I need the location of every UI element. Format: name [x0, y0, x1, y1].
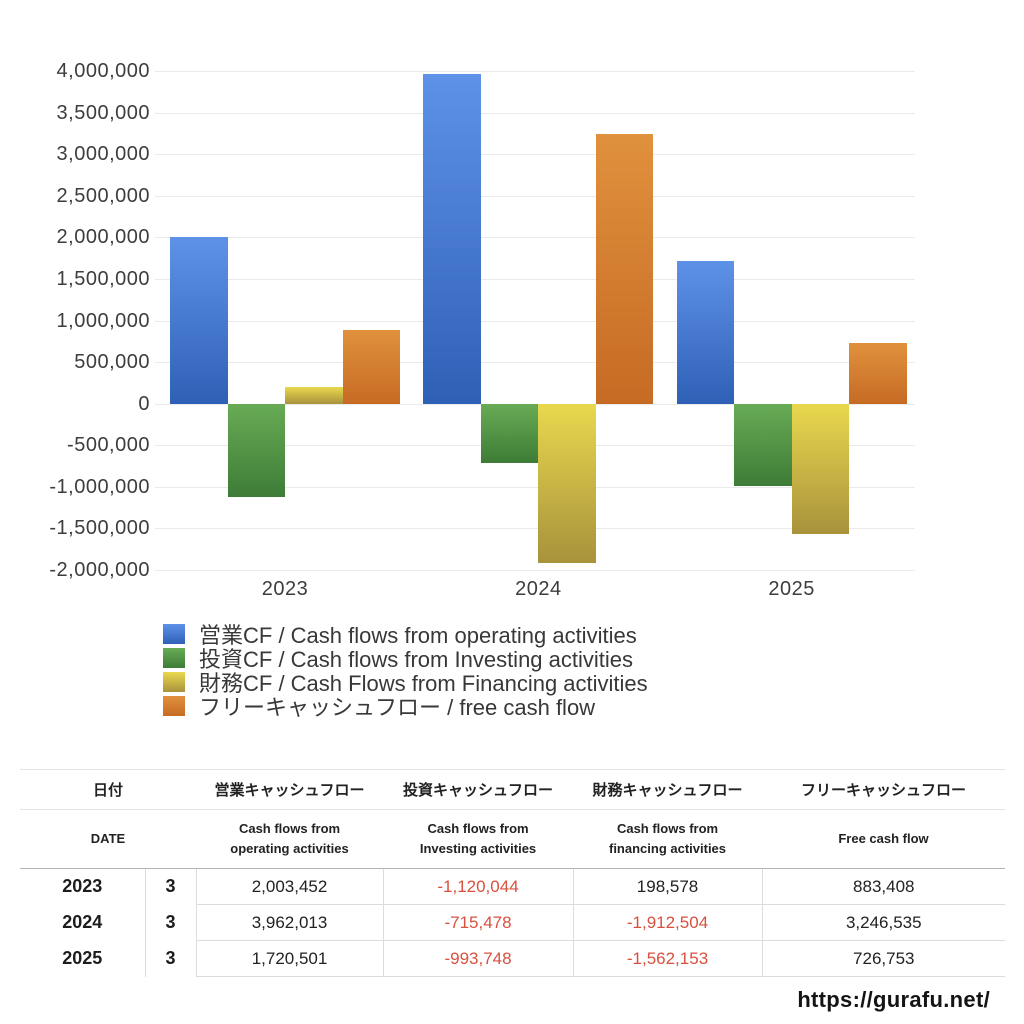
table-header-jp-cell: 財務キャッシュフロー — [573, 769, 763, 810]
table-cell-value: -993,748 — [382, 940, 574, 977]
chart-bar-series2-2023 — [227, 403, 285, 497]
gridline — [155, 278, 915, 280]
gridline — [155, 195, 915, 197]
table-cell-value: 3,246,535 — [761, 904, 1006, 941]
table-row: 2025 3 1,720,501 -993,748 -1,562,153 726,753 — [20, 940, 1006, 977]
gridline — [155, 486, 915, 488]
chart-bar-series4-2023 — [342, 330, 400, 404]
table-cell-value: 883,408 — [761, 868, 1006, 905]
gridline — [155, 237, 915, 239]
y-axis-tick: -1,500,000 — [49, 517, 150, 540]
y-axis-tick: 3,000,000 — [56, 143, 150, 166]
chart-bar-series3-2023 — [285, 387, 343, 404]
gridline — [155, 320, 915, 322]
y-axis-tick: 3,500,000 — [56, 101, 150, 124]
y-axis-tick: 2,500,000 — [56, 184, 150, 207]
legend-swatch — [163, 648, 185, 668]
gridline — [155, 154, 915, 156]
table-cell-month: 3 — [144, 868, 197, 905]
x-axis-label: 2025 — [768, 578, 815, 600]
table-cell-year: 2023 — [62, 876, 103, 897]
table-cell-value: 198,578 — [572, 868, 763, 905]
legend-label: 財務CF / Cash Flows from Financing activit… — [199, 671, 648, 696]
legend-item: 営業CF / Cash flows from operating activit… — [163, 622, 648, 648]
gridline — [155, 528, 915, 530]
table-cell-year: 2025 — [62, 948, 103, 968]
chart-legend: 営業CF / Cash flows from operating activit… — [163, 622, 648, 720]
table-cell-value: -1,120,044 — [382, 868, 574, 905]
x-axis-label: 2024 — [515, 578, 562, 600]
table-header-en-cell: Cash flows from operating activities — [196, 809, 384, 869]
gridline — [155, 112, 915, 114]
x-axis-label: 2023 — [261, 578, 309, 600]
legend-item: フリーキャッシュフロー / free cash flow — [163, 694, 648, 720]
chart-bar-series1-2024 — [423, 74, 481, 404]
table-cell-value: 3,962,013 — [195, 904, 384, 941]
cash-flow-table: 日付 営業キャッシュフロー 投資キャッシュフロー 財務キャッシュフロー フリーキャッシュ… — [20, 769, 1006, 977]
y-axis-tick: 2,000,000 — [56, 226, 150, 249]
y-axis-tick: 1,500,000 — [56, 267, 150, 290]
cash-flow-table-wrap: 日付 営業キャッシュフロー 投資キャッシュフロー 財務キャッシュフロー フリーキャッシュ… — [20, 769, 1006, 977]
y-axis-tick: 0 — [138, 392, 150, 415]
legend-label: フリーキャッシュフロー / free cash flow — [199, 695, 596, 720]
gridline — [155, 362, 915, 364]
gridline — [155, 71, 915, 72]
table-cell-value: -715,478 — [382, 904, 574, 941]
plot-area — [155, 71, 915, 571]
table-cell-value: -1,562,153 — [572, 940, 763, 977]
y-axis-tick: 4,000,000 — [56, 60, 150, 82]
legend-swatch — [163, 696, 185, 716]
legend-label: 投資CF / Cash flows from Investing activit… — [199, 647, 634, 672]
cash-flow-chart: 4,000,000 3,500,000 3,000,000 2,500,000 2,00… — [49, 60, 915, 720]
y-axis-tick: -1,000,000 — [49, 475, 150, 498]
y-axis-tick: -2,000,000 — [49, 559, 150, 581]
table-header-jp-cell: 投資キャッシュフロー — [383, 769, 574, 810]
legend-swatch — [163, 624, 185, 644]
table-cell-month: 3 — [144, 904, 197, 941]
chart-bar-series1-2025 — [676, 260, 735, 404]
table-header-jp: 日付 営業キャッシュフロー 投資キャッシュフロー 財務キャッシュフロー フリーキャッシュ… — [20, 769, 1006, 810]
legend-item: 投資CF / Cash flows from Investing activit… — [163, 646, 648, 672]
table-cell-value: 1,720,501 — [195, 940, 384, 977]
chart-bar-series4-2025 — [849, 343, 907, 404]
legend-label: 営業CF / Cash flows from operating activit… — [199, 623, 637, 648]
y-axis-tick: 500,000 — [74, 351, 150, 374]
table-header-jp-cell: 日付 — [20, 769, 197, 810]
table-row: 2024 3 3,962,013 -715,478 -1,912,504 3,246,53… — [20, 904, 1006, 941]
gridline — [155, 570, 915, 571]
table-header-jp-cell: 営業キャッシュフロー — [196, 769, 384, 810]
table-header-en-cell: Cash flows from financing activities — [573, 809, 763, 869]
y-axis-tick: -500,000 — [67, 434, 150, 457]
table-cell-value: 726,753 — [761, 940, 1006, 977]
y-axis-tick: 1,000,000 — [56, 309, 150, 332]
table-header-en-cell: Cash flows from Investing activities — [383, 809, 574, 869]
chart-bar-series4-2024 — [595, 133, 654, 404]
chart-bar-series3-2025 — [791, 403, 850, 534]
legend-item: 財務CF / Cash Flows from Financing activit… — [163, 670, 648, 696]
site-url: https://gurafu.net/ — [797, 987, 990, 1012]
chart-bar-series2-2025 — [734, 403, 792, 487]
table-header-en: DATE Cash flows from operating activities… — [20, 809, 1006, 869]
chart-bar-series2-2024 — [480, 403, 539, 464]
chart-bar-series1-2023 — [170, 237, 228, 404]
table-header-en-cell: DATE — [20, 809, 197, 869]
table-header-en-cell: Free cash flow — [762, 809, 1006, 869]
table-cell-value: -1,912,504 — [572, 904, 763, 941]
legend-swatch — [163, 672, 185, 692]
table-cell-month: 3 — [144, 940, 197, 977]
chart-bar-series3-2024 — [538, 403, 596, 563]
table-cell-year: 2024 — [62, 912, 103, 932]
table-header-jp-cell: フリーキャッシュフロー — [762, 769, 1006, 810]
table-row: 2023 3 2,003,452 -1,120,044 198,578 883,408 — [20, 868, 1006, 905]
table-cell-value: 2,003,452 — [195, 868, 384, 905]
